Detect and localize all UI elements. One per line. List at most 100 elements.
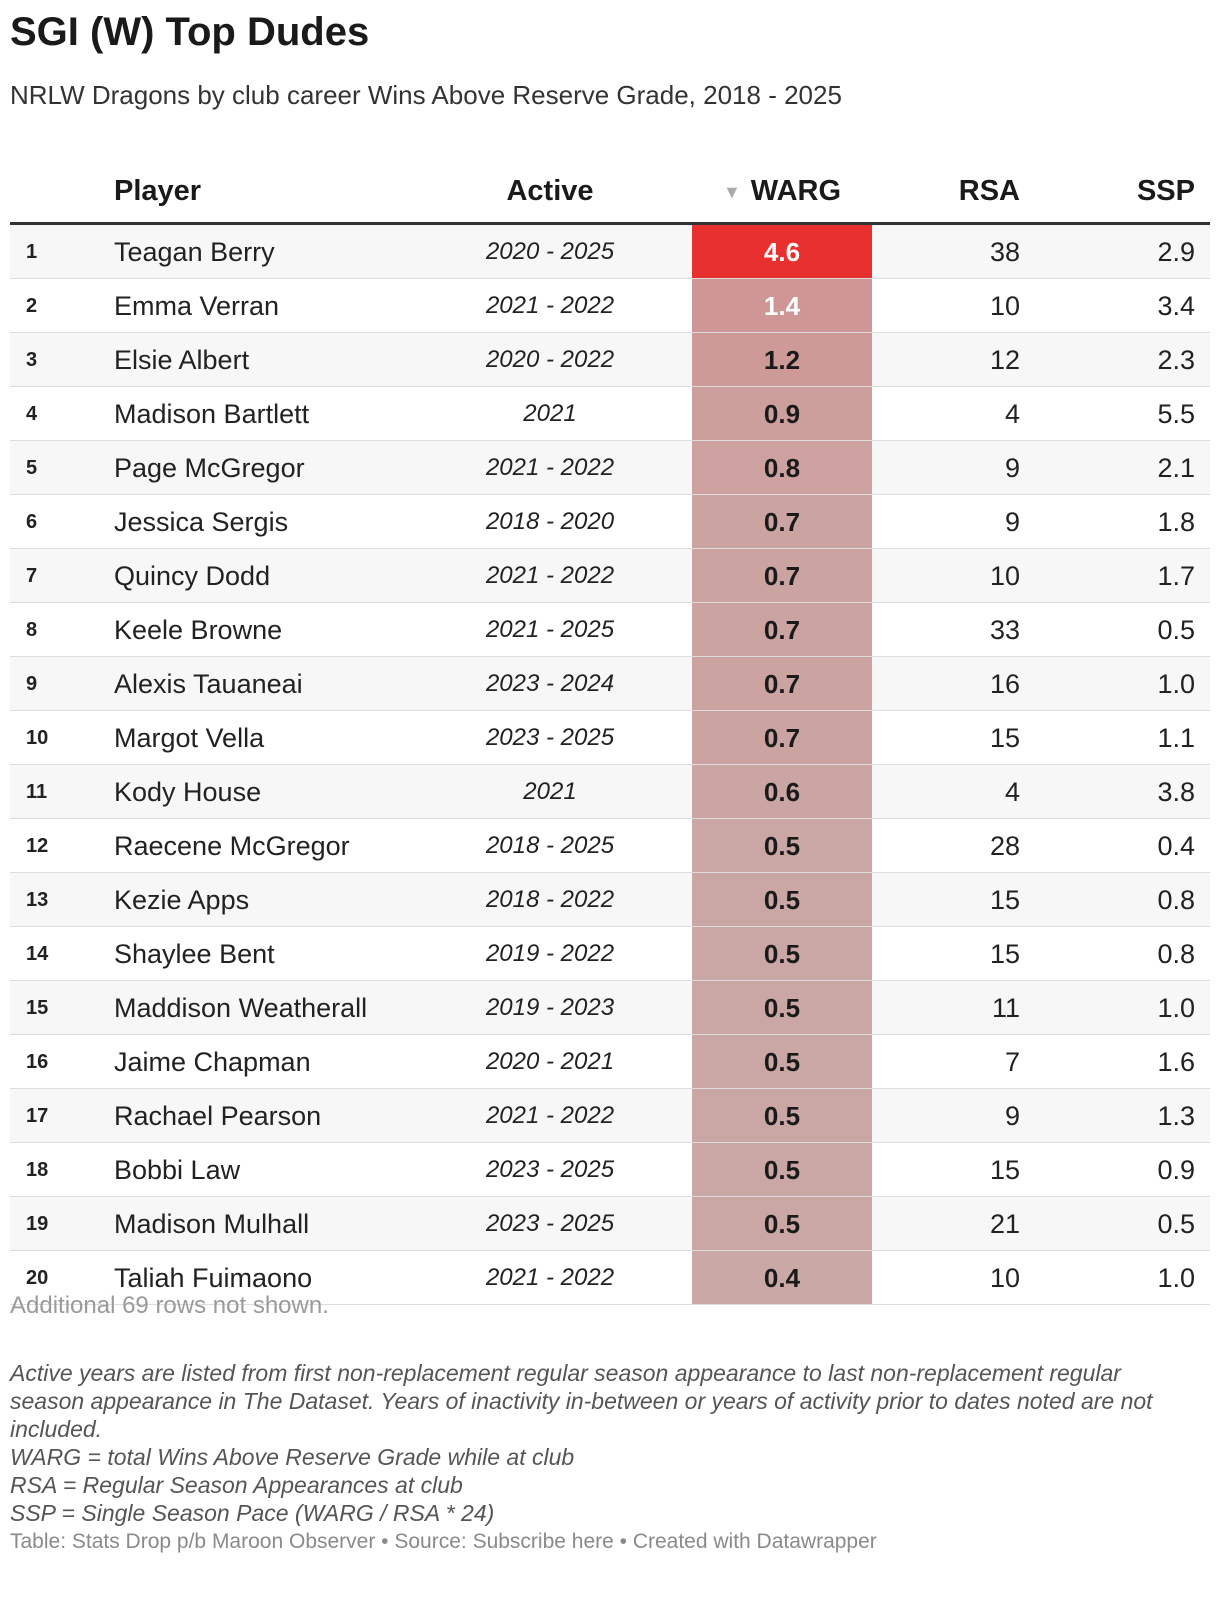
rsa-cell: 16 <box>989 669 1020 699</box>
warg-cell: 1.4 <box>692 279 872 333</box>
warg-cell: 0.7 <box>692 711 872 765</box>
player-cell: Jaime Chapman <box>114 1047 311 1077</box>
warg-cell: 0.5 <box>692 927 872 981</box>
active-cell: 2021 - 2022 <box>485 1264 615 1291</box>
rsa-cell: 4 <box>1004 399 1020 429</box>
ssp-cell: 5.5 <box>1157 399 1195 429</box>
warg-cell: 0.8 <box>692 441 872 495</box>
table-row: 13 Kezie Apps 2018 - 2022 0.5 15 0.8 <box>10 873 1210 927</box>
rank-cell: 9 <box>26 673 38 695</box>
player-cell: Rachael Pearson <box>114 1101 322 1131</box>
player-cell: Teagan Berry <box>114 237 275 267</box>
active-cell: 2023 - 2025 <box>485 724 615 751</box>
active-cell: 2018 - 2020 <box>485 508 615 535</box>
rsa-cell: 7 <box>1004 1047 1020 1077</box>
ssp-cell: 1.6 <box>1157 1047 1195 1077</box>
warg-cell: 0.7 <box>692 495 872 549</box>
table-row: 1 Teagan Berry 2020 - 2025 4.6 38 2.9 <box>10 225 1210 279</box>
player-cell: Kezie Apps <box>114 885 250 915</box>
ssp-cell: 3.4 <box>1157 291 1195 321</box>
active-cell: 2021 - 2022 <box>485 292 615 319</box>
rsa-cell: 33 <box>989 615 1020 645</box>
rank-cell: 12 <box>26 835 49 857</box>
rsa-cell: 11 <box>991 993 1020 1023</box>
ssp-cell: 2.1 <box>1157 453 1195 483</box>
active-cell: 2020 - 2025 <box>485 238 615 265</box>
player-cell: Alexis Tauaneai <box>114 669 303 699</box>
player-cell: Madison Bartlett <box>114 399 310 429</box>
rsa-cell: 28 <box>989 831 1020 861</box>
rank-cell: 4 <box>26 403 38 425</box>
warg-cell: 0.5 <box>692 1143 872 1197</box>
table-row: 12 Raecene McGregor 2018 - 2025 0.5 28 0.4 <box>10 819 1210 873</box>
ssp-cell: 1.0 <box>1157 993 1195 1023</box>
table-row: 7 Quincy Dodd 2021 - 2022 0.7 10 1.7 <box>10 549 1210 603</box>
note-active-years: Active years are listed from first non-r… <box>10 1360 1153 1442</box>
additional-rows-note: Additional 69 rows not shown. <box>10 1292 329 1319</box>
table-row: 19 Madison Mulhall 2023 - 2025 0.5 21 0.5 <box>10 1197 1210 1251</box>
active-cell: 2021 - 2022 <box>485 1102 615 1129</box>
rank-cell: 2 <box>26 295 38 317</box>
ssp-cell: 2.9 <box>1157 237 1195 267</box>
warg-cell: 0.7 <box>692 603 872 657</box>
warg-cell: 0.7 <box>692 657 872 711</box>
player-cell: Bobbi Law <box>114 1155 241 1185</box>
active-cell: 2023 - 2024 <box>485 670 615 697</box>
ssp-cell: 1.7 <box>1157 561 1195 591</box>
table-row: 2 Emma Verran 2021 - 2022 1.4 10 3.4 <box>10 279 1210 333</box>
player-cell: Taliah Fuimaono <box>114 1263 313 1293</box>
player-cell: Elsie Albert <box>114 345 250 375</box>
warg-cell: 0.6 <box>692 765 872 819</box>
rsa-cell: 10 <box>989 561 1020 591</box>
ssp-cell: 0.9 <box>1157 1155 1195 1185</box>
player-cell: Quincy Dodd <box>114 561 271 591</box>
rsa-cell: 15 <box>989 1155 1020 1185</box>
warg-cell: 0.5 <box>692 1089 872 1143</box>
player-cell: Shaylee Bent <box>114 939 275 969</box>
rsa-cell: 10 <box>989 291 1020 321</box>
warg-cell: 0.5 <box>692 1197 872 1251</box>
column-header-warg[interactable]: ▼ WARG <box>692 160 872 222</box>
note-ssp: SSP = Single Season Pace (WARG / RSA * 2… <box>10 1500 495 1526</box>
rank-cell: 11 <box>26 781 48 803</box>
player-cell: Keele Browne <box>114 615 283 645</box>
active-cell: 2023 - 2025 <box>485 1210 615 1237</box>
rank-cell: 6 <box>26 511 38 533</box>
player-cell: Maddison Weatherall <box>114 993 368 1023</box>
column-header-rsa[interactable]: RSA <box>958 175 1020 207</box>
table-row: 18 Bobbi Law 2023 - 2025 0.5 15 0.9 <box>10 1143 1210 1197</box>
warg-cell: 0.7 <box>692 549 872 603</box>
column-header-ssp[interactable]: SSP <box>1136 175 1195 207</box>
rank-cell: 1 <box>26 241 38 263</box>
column-header-active[interactable]: Active <box>506 175 594 207</box>
chart-title: SGI (W) Top Dudes <box>10 10 370 54</box>
rsa-cell: 9 <box>1004 453 1020 483</box>
column-header-player[interactable]: Player <box>114 175 202 207</box>
rank-cell: 17 <box>26 1105 49 1127</box>
rank-cell: 15 <box>26 997 49 1019</box>
rank-cell: 3 <box>26 349 38 371</box>
table-row: 11 Kody House 2021 0.6 4 3.8 <box>10 765 1210 819</box>
ssp-cell: 0.5 <box>1157 615 1195 645</box>
rank-cell: 14 <box>26 943 49 965</box>
table-row: 8 Keele Browne 2021 - 2025 0.7 33 0.5 <box>10 603 1210 657</box>
table-row: 20 Taliah Fuimaono 2021 - 2022 0.4 10 1.0 <box>10 1251 1210 1305</box>
warg-cell: 0.5 <box>692 819 872 873</box>
active-cell: 2021 <box>523 400 577 427</box>
rank-cell: 13 <box>26 889 49 911</box>
table-row: 6 Jessica Sergis 2018 - 2020 0.7 9 1.8 <box>10 495 1210 549</box>
active-cell: 2021 - 2025 <box>485 616 615 643</box>
rsa-cell: 10 <box>989 1263 1020 1293</box>
active-cell: 2018 - 2022 <box>485 886 615 913</box>
warg-cell: 0.9 <box>692 387 872 441</box>
player-cell: Kody House <box>114 777 262 807</box>
active-cell: 2019 - 2023 <box>485 994 615 1021</box>
rank-cell: 18 <box>26 1159 49 1181</box>
rsa-cell: 15 <box>989 939 1020 969</box>
table-header: Player Active ▼ WARG RSA SSP <box>10 160 1210 225</box>
rank-cell: 5 <box>26 457 38 479</box>
table-row: 16 Jaime Chapman 2020 - 2021 0.5 7 1.6 <box>10 1035 1210 1089</box>
rsa-cell: 38 <box>989 237 1020 267</box>
table-row: 15 Maddison Weatherall 2019 - 2023 0.5 11 1.0 <box>10 981 1210 1035</box>
ssp-cell: 1.1 <box>1157 723 1195 753</box>
